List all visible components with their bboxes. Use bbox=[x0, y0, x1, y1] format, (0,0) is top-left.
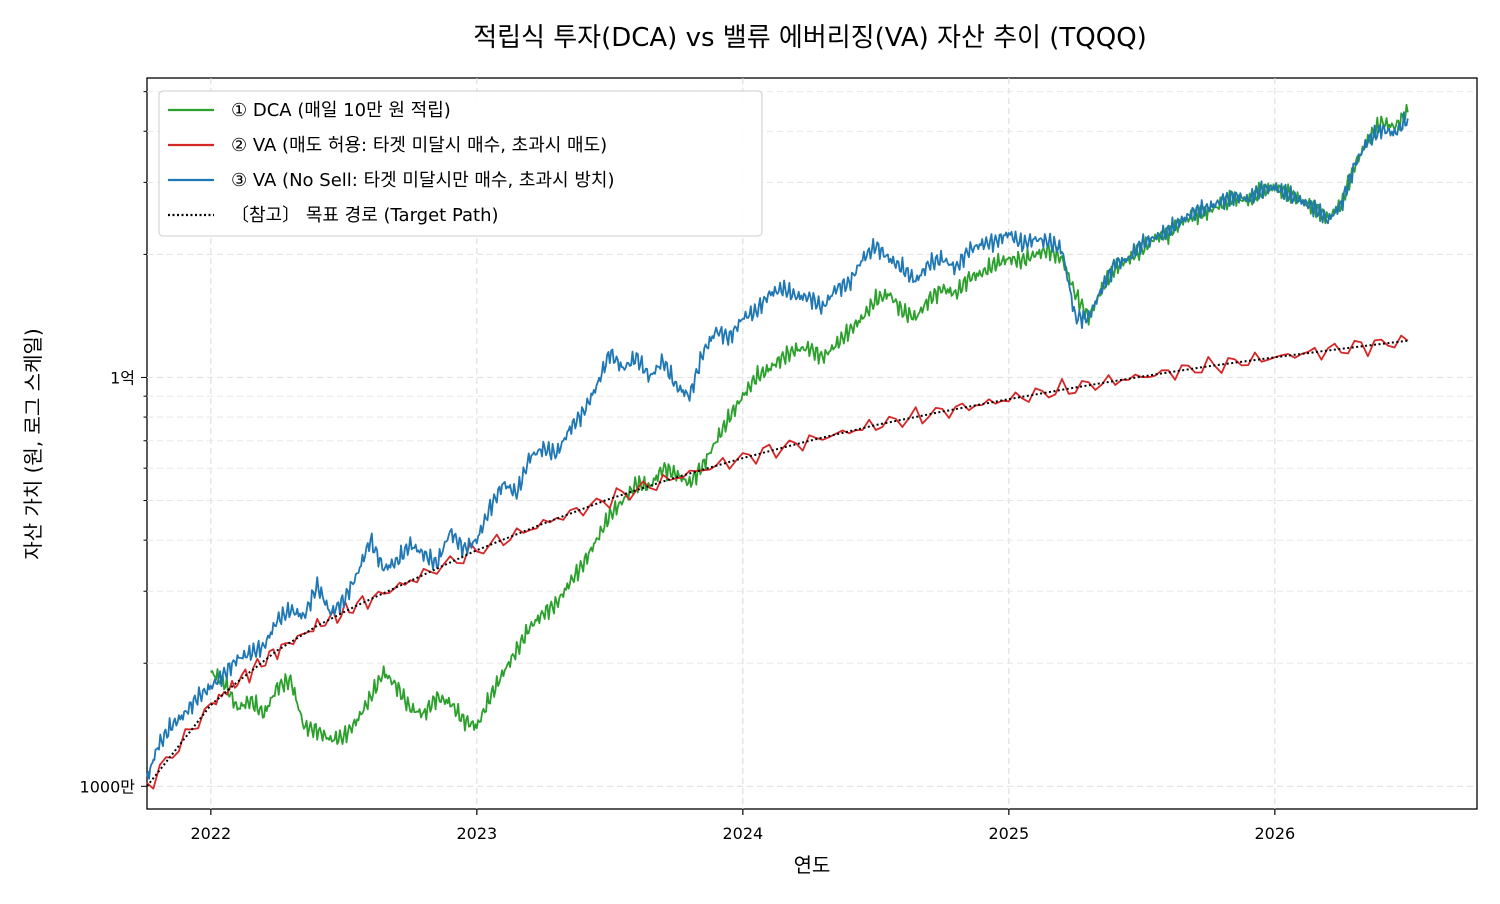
x-tick-label: 2023 bbox=[456, 824, 497, 843]
y-axis-label: 자산 가치 (원, 로그 스케일) bbox=[21, 328, 45, 559]
series-line-4 bbox=[146, 339, 1408, 787]
x-tick-label: 2026 bbox=[1254, 824, 1295, 843]
x-tick-label: 2025 bbox=[988, 824, 1029, 843]
legend: ① DCA (매일 10만 원 적립) ② VA (매도 허용: 타겟 미달시 매… bbox=[158, 90, 763, 237]
x-tick-label: 2024 bbox=[722, 824, 763, 843]
legend-label-4: 〔참고〕 목표 경로 (Target Path) bbox=[231, 205, 499, 226]
x-tick-label: 2022 bbox=[190, 824, 231, 843]
legend-label-2: ② VA (매도 허용: 타겟 미달시 매수, 초과시 매도) bbox=[231, 135, 607, 156]
legend-box bbox=[158, 90, 763, 237]
legend-label-3: ③ VA (No Sell: 타겟 미달시만 매수, 초과시 방치) bbox=[231, 170, 614, 191]
x-axis-label: 연도 bbox=[794, 853, 831, 877]
series-line-3 bbox=[146, 111, 1409, 780]
y-tick-label: 1000만 bbox=[80, 777, 136, 796]
series-line-2 bbox=[146, 334, 1409, 790]
series-lines bbox=[146, 103, 1409, 790]
axis-ticks: 2022 2023 2024 2025 2026 1000만 1억 bbox=[80, 91, 1295, 843]
legend-label-1: ① DCA (매일 10만 원 적립) bbox=[231, 100, 451, 121]
y-tick-label: 1억 bbox=[110, 368, 135, 387]
plot-frame bbox=[146, 77, 1478, 810]
chart-title: 적립식 투자(DCA) vs 밸류 에버리징(VA) 자산 추이 (TQQQ) bbox=[473, 23, 1147, 53]
